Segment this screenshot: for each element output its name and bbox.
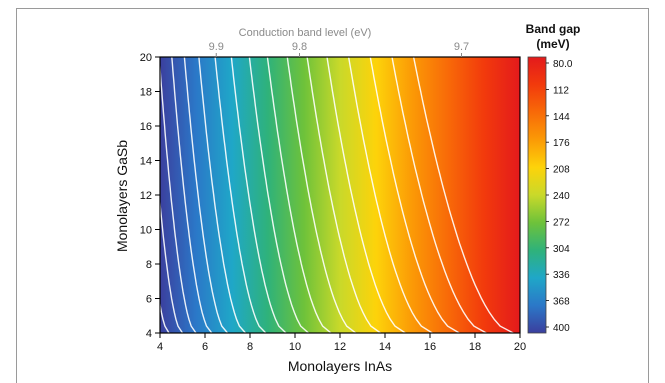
contour-line	[412, 57, 514, 333]
y-axis-label: Monolayers GaSb	[114, 140, 130, 252]
colorbar: 80.0 112 144 176 208 240 272 304 336 368 400 Band …	[526, 22, 581, 334]
contour-line	[347, 57, 433, 333]
contour-line	[160, 196, 184, 333]
x-tick-label: 10	[289, 341, 301, 353]
colorbar-tick-label: 112	[553, 85, 569, 96]
x-tick-label: 8	[247, 341, 253, 353]
contour-line	[198, 57, 247, 333]
x-tick-label: 4	[157, 341, 163, 353]
top-tick-label: 9.9	[209, 41, 224, 53]
y-tick-label: 14	[140, 156, 152, 168]
y-tick-label: 16	[140, 121, 152, 133]
y-tick-label: 6	[146, 294, 152, 306]
x-tick-label: 12	[334, 341, 346, 353]
y-tick-label: 4	[146, 328, 152, 340]
x-tick-label: 18	[469, 341, 481, 353]
contour-lines	[160, 57, 514, 333]
contour-line	[160, 58, 197, 333]
heatmap-area	[159, 56, 521, 334]
contour-line	[183, 57, 229, 333]
x-tick-label: 16	[424, 341, 436, 353]
top-tick-label: 9.7	[454, 41, 469, 53]
colorbar-title: Band gap	[526, 22, 581, 36]
x-tick-label: 6	[202, 341, 208, 353]
contour-line	[214, 57, 267, 333]
contour-line	[391, 57, 487, 333]
colorbar-fill	[527, 56, 547, 334]
colorbar-tick-label: 176	[553, 138, 570, 149]
contour-line	[230, 57, 287, 333]
top-axis-label: Conduction band level (eV)	[239, 27, 372, 39]
colorbar-tick-label: 144	[553, 112, 570, 123]
contour-line	[369, 57, 460, 333]
contour-line	[306, 57, 381, 333]
y-axis-ticks: 4 6 8 10 12 14 16 18 20	[140, 52, 160, 340]
colorbar-ticks: 80.0 112 144 176 208 240 272 304 336 368 400	[546, 59, 573, 334]
contour-line	[248, 57, 309, 333]
y-tick-label: 18	[140, 87, 152, 99]
x-tick-label: 14	[379, 341, 391, 353]
x-axis-ticks: 4 6 8 10 12 14 16 18 20	[157, 333, 526, 353]
contour-line	[326, 57, 406, 333]
colorbar-tick-label: 336	[553, 270, 570, 281]
colorbar-tick-label: 304	[553, 244, 570, 255]
y-tick-label: 12	[140, 190, 152, 202]
contour-line	[266, 57, 332, 333]
colorbar-tick-label: 208	[553, 165, 570, 176]
colorbar-tick-label: 400	[553, 323, 570, 334]
top-axis-ticks: 9.9 9.8 9.7	[209, 41, 469, 57]
colorbar-unit: (meV)	[536, 37, 569, 51]
colorbar-tick-label: 240	[553, 191, 570, 202]
top-tick-label: 9.8	[292, 41, 307, 53]
x-tick-label: 20	[514, 341, 526, 353]
contour-line	[286, 57, 357, 333]
colorbar-tick-label: 368	[553, 297, 570, 308]
y-tick-label: 20	[140, 52, 152, 64]
contour-line	[171, 57, 213, 333]
x-axis-label: Monolayers InAs	[288, 358, 392, 374]
colorbar-tick-label: 80.0	[553, 59, 573, 70]
y-tick-label: 10	[140, 225, 152, 237]
colorbar-tick-label: 272	[553, 217, 570, 228]
y-tick-label: 8	[146, 259, 152, 271]
